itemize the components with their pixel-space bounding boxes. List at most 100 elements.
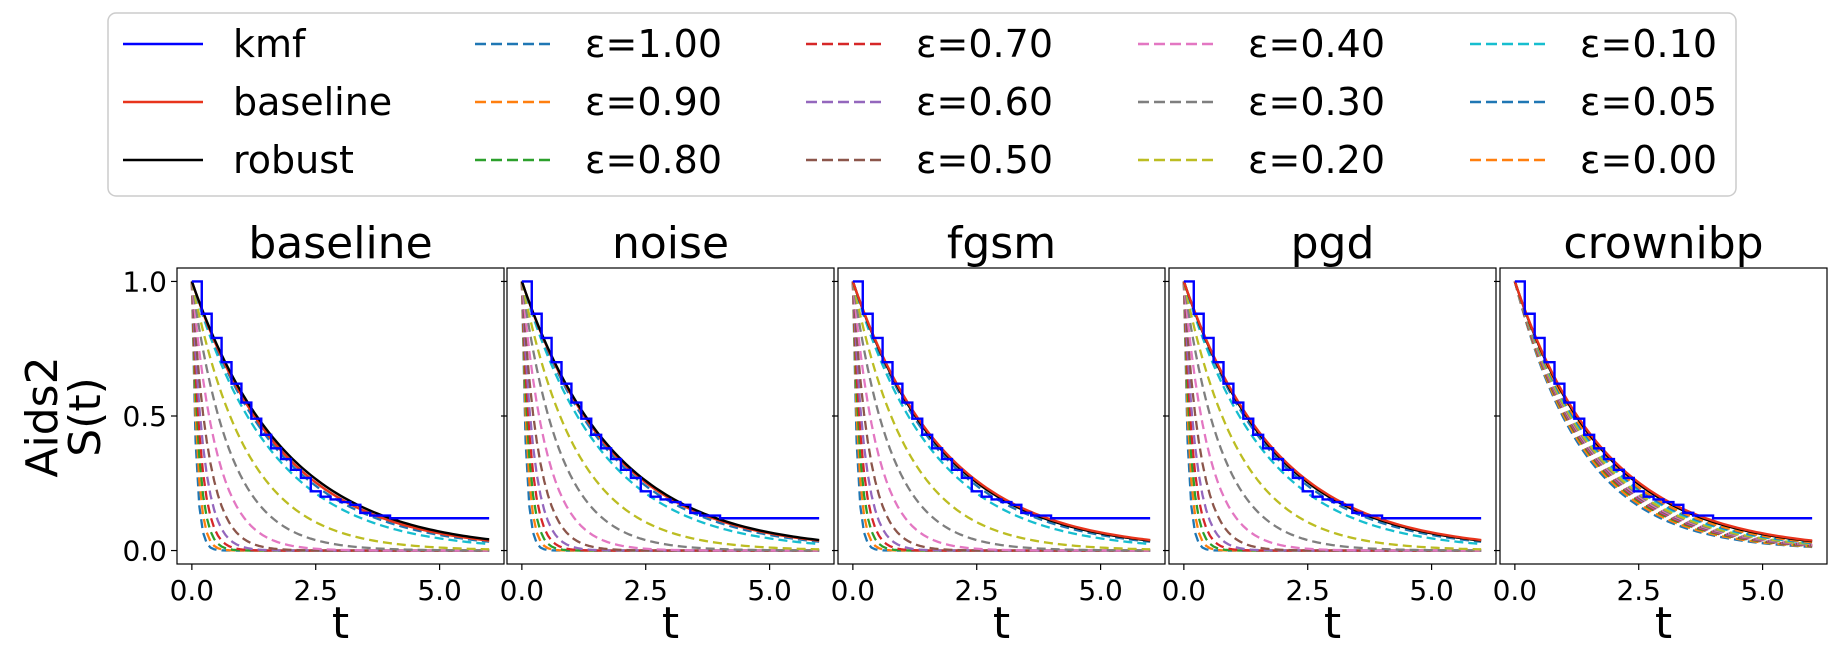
eps-curve-pgd-0.50 [1182, 281, 1482, 552]
eps-curve-baseline-0.70 [190, 281, 490, 552]
kmf-curve-baseline [191, 280, 490, 520]
panel-title-crownibp: crownibp [1563, 218, 1763, 269]
eps-curve-crownibp-0.70 [1513, 281, 1813, 547]
legend-label-3-2: ε=0.20 [1248, 138, 1385, 182]
xtick-label-pgd-1: 2.5 [1285, 574, 1330, 607]
xtick-label-crownibp-2: 5.0 [1740, 574, 1785, 607]
ytick-label-1: 0.5 [122, 400, 167, 433]
axes-frame-fgsm [837, 267, 1166, 565]
eps-curve-noise-0.80 [520, 281, 820, 552]
eps-curve-noise-1.00 [520, 281, 820, 552]
eps-curve-pgd-0.10 [1182, 281, 1482, 546]
panel-title-fgsm: fgsm [947, 218, 1056, 269]
legend-label-3-1: ε=0.30 [1248, 80, 1385, 124]
legend-label-2-0: ε=0.70 [916, 22, 1053, 66]
legend-label-2-1: ε=0.60 [916, 80, 1053, 124]
axes-frame-baseline [176, 267, 505, 565]
subplots: 0.0 2.5 5.0 0.0 0.5 1.0 baseline t 0.0 2.5 5.0 nois… [122, 218, 1828, 646]
eps-curve-baseline-0.50 [190, 281, 490, 552]
xtick-label-crownibp-1: 2.5 [1616, 574, 1661, 607]
eps-curve-noise-0.90 [520, 281, 820, 552]
kmf-curve-pgd [1183, 280, 1482, 520]
xlabel-pgd: t [1324, 598, 1341, 646]
xlabel-fgsm: t [993, 598, 1010, 646]
eps-curve-crownibp-0.80 [1513, 281, 1813, 548]
axes-frame-noise [506, 267, 835, 565]
xtick-label-fgsm-2: 5.0 [1078, 574, 1123, 607]
eps-curve-fgsm-0.50 [851, 281, 1151, 552]
eps-curve-baseline-0.10 [190, 281, 490, 546]
eps-curve-fgsm-0.60 [851, 281, 1151, 552]
eps-curve-noise-0.60 [520, 281, 820, 552]
xlabel-noise: t [662, 598, 679, 646]
xlabel-crownibp: t [1655, 598, 1672, 646]
ylabel-survival: S(t) [60, 377, 111, 457]
legend-frame [107, 12, 1737, 197]
xtick-label-crownibp-0: 0.0 [1493, 574, 1538, 607]
eps-curve-pgd-0.60 [1182, 281, 1482, 552]
plot-area-crownibp [1513, 280, 1813, 549]
legend-label-2-2: ε=0.50 [916, 138, 1053, 182]
eps-curve-pgd-0.40 [1182, 281, 1482, 552]
eps-curve-baseline-0.40 [190, 281, 490, 552]
eps-curve-baseline-1.00 [190, 281, 490, 552]
eps-curve-fgsm-0.30 [851, 281, 1151, 552]
eps-curve-pgd-0.90 [1182, 281, 1482, 552]
ytick-label-2: 1.0 [122, 265, 167, 298]
eps-curve-fgsm-0.10 [851, 281, 1151, 546]
eps-curve-pgd-0.80 [1182, 281, 1482, 552]
xtick-label-pgd-0: 0.0 [1162, 574, 1207, 607]
legend-label-4-1: ε=0.05 [1580, 80, 1717, 124]
eps-curve-baseline-0.80 [190, 281, 490, 552]
eps-curve-fgsm-0.90 [851, 281, 1151, 552]
eps-curve-fgsm-0.70 [851, 281, 1151, 552]
legend-label-4-0: ε=0.10 [1580, 22, 1717, 66]
panel-crownibp: 0.0 2.5 5.0 crownibp t [1493, 218, 1828, 646]
eps-curve-pgd-0.70 [1182, 281, 1482, 552]
eps-curve-fgsm-0.40 [851, 281, 1151, 552]
ytick-label-0: 0.0 [122, 535, 167, 568]
xlabel-baseline: t [332, 598, 349, 646]
eps-curve-fgsm-0.80 [851, 281, 1151, 552]
axes-frame-pgd [1168, 267, 1497, 565]
legend-label-1-2: ε=0.80 [585, 138, 722, 182]
eps-curve-baseline-0.60 [190, 281, 490, 552]
legend-label-3-0: ε=0.40 [1248, 22, 1385, 66]
eps-curve-crownibp-0.60 [1513, 281, 1813, 547]
xtick-label-noise-2: 5.0 [747, 574, 792, 607]
plot-area-noise [520, 280, 820, 552]
legend-label-1-1: ε=0.90 [585, 80, 722, 124]
eps-curve-pgd-0.30 [1182, 281, 1482, 552]
eps-curve-fgsm-0.20 [851, 281, 1151, 551]
axes-frame-crownibp [1499, 267, 1828, 565]
xtick-label-baseline-2: 5.0 [417, 574, 462, 607]
xtick-label-baseline-0: 0.0 [170, 574, 215, 607]
legend-label-1-0: ε=1.00 [585, 22, 722, 66]
kmf-curve-noise [521, 280, 820, 520]
panel-fgsm: 0.0 2.5 5.0 fgsm t [831, 218, 1166, 646]
eps-curve-noise-0.70 [520, 281, 820, 552]
eps-curve-crownibp-0.90 [1513, 281, 1813, 548]
xtick-label-baseline-1: 2.5 [293, 574, 338, 607]
eps-curve-baseline-0.30 [190, 281, 490, 552]
eps-curve-noise-0.20 [520, 281, 820, 551]
eps-curve-crownibp-0.30 [1513, 281, 1813, 546]
plot-area-pgd [1182, 280, 1482, 552]
plot-area-baseline [190, 280, 490, 552]
plot-area-fgsm [851, 280, 1151, 552]
panel-noise: 0.0 2.5 5.0 noise t [500, 218, 835, 646]
eps-curve-crownibp-0.20 [1513, 281, 1813, 546]
eps-curve-noise-0.30 [520, 281, 820, 552]
xtick-label-noise-0: 0.0 [500, 574, 545, 607]
eps-curve-pgd-0.20 [1182, 281, 1482, 551]
panel-title-noise: noise [612, 218, 729, 269]
kmf-curve-crownibp [1514, 280, 1813, 520]
panel-baseline: 0.0 2.5 5.0 0.0 0.5 1.0 baseline t [122, 218, 505, 646]
eps-curve-baseline-0.90 [190, 281, 490, 552]
panel-title-pgd: pgd [1291, 218, 1375, 269]
legend-label-0-1: baseline [233, 80, 392, 124]
eps-curve-baseline-0.20 [190, 281, 490, 551]
legend-label-0-2: robust [233, 138, 354, 182]
panel-title-baseline: baseline [248, 218, 432, 269]
